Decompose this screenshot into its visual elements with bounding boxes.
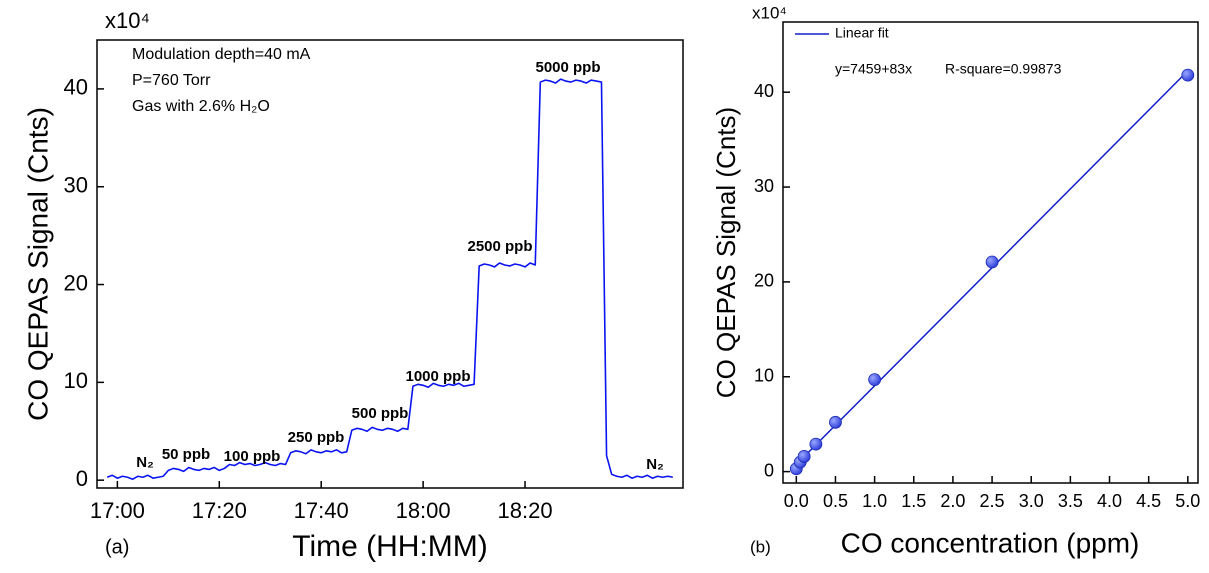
x-tick-label: 18:00	[396, 498, 451, 523]
y-tick-label: 0	[76, 466, 88, 491]
step-label: 50 ppb	[162, 446, 210, 463]
x-tick-label: 3.0	[1019, 491, 1044, 511]
annotation: y=7459+83x	[835, 61, 912, 77]
x-tick-label: 4.5	[1136, 491, 1161, 511]
plot-frame	[782, 21, 1199, 484]
x-tick-label: 0.0	[784, 491, 809, 511]
y-axis-label: CO QEPAS Signal (Cnts)	[711, 107, 741, 398]
y-tick-label: 30	[754, 176, 774, 196]
y-tick-label: 10	[64, 368, 88, 393]
data-point	[829, 415, 842, 429]
step-label: 2500 ppb	[467, 238, 532, 255]
data-point	[1181, 68, 1195, 82]
step-label: 5000 ppb	[535, 59, 600, 76]
y-tick-label: 40	[64, 75, 88, 100]
annotation: Gas with 2.6% H₂O	[132, 98, 270, 115]
data-point	[809, 437, 823, 451]
x-tick-label: 17:40	[294, 498, 349, 523]
step-label: 100 ppb	[224, 448, 281, 465]
step-label: 250 ppb	[288, 429, 345, 446]
step-label: 1000 ppb	[405, 368, 470, 385]
x-tick-label: 18:20	[498, 498, 553, 523]
y-tick-label: 40	[754, 81, 774, 101]
x-tick-label: 17:00	[90, 498, 145, 523]
data-point	[868, 373, 882, 387]
step-label: N₂	[646, 456, 664, 473]
axis-multiplier: x10⁴	[105, 8, 150, 33]
panel-label: (a)	[105, 536, 129, 558]
legend-label: Linear fit	[835, 25, 889, 41]
y-axis-label: CO QEPAS Signal (Cnts)	[22, 107, 53, 421]
x-tick-label: 1.0	[862, 491, 887, 511]
data-point	[985, 255, 999, 269]
annotation: R-square=0.99873	[945, 61, 1062, 77]
x-axis-label: Time (HH:MM)	[292, 530, 488, 563]
signal-line	[106, 78, 673, 480]
y-tick-label: 20	[754, 271, 774, 291]
x-tick-label: 3.5	[1058, 491, 1083, 511]
step-label: 500 ppb	[352, 405, 409, 422]
x-tick-label: 1.5	[901, 491, 926, 511]
x-tick-label: 2.5	[980, 491, 1005, 511]
x-axis-label: CO concentration (ppm)	[841, 527, 1140, 558]
x-tick-label: 5.0	[1175, 491, 1200, 511]
x-tick-label: 17:20	[192, 498, 247, 523]
x-tick-label: 4.0	[1097, 491, 1122, 511]
y-tick-label: 0	[764, 460, 774, 480]
x-tick-label: 2.0	[940, 491, 965, 511]
step-label: N₂	[136, 454, 154, 471]
y-tick-label: 20	[64, 270, 88, 295]
axis-multiplier: x10⁴	[752, 3, 787, 22]
panel-label: (b)	[750, 537, 771, 556]
data-point	[797, 450, 811, 463]
annotation: P=760 Torr	[132, 72, 211, 89]
plot-frame	[96, 39, 684, 489]
y-tick-label: 10	[754, 366, 774, 386]
annotation: Modulation depth=40 mA	[132, 46, 311, 63]
y-tick-label: 30	[64, 173, 88, 198]
x-tick-label: 0.5	[823, 491, 848, 511]
